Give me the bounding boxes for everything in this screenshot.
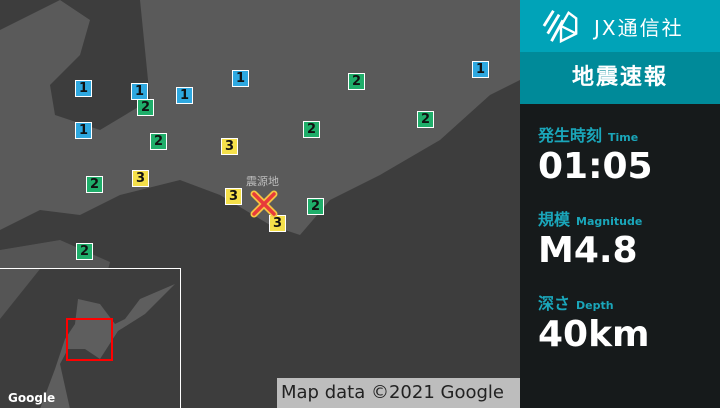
depth-label-en: Depth — [576, 299, 614, 312]
intensity-marker[interactable]: 1 — [131, 83, 148, 100]
brand-header: JX通信社 — [520, 0, 720, 52]
inset-land — [0, 269, 175, 408]
intensity-marker[interactable]: 2 — [417, 111, 434, 128]
map-attribution: Map data ©2021 Google — [277, 378, 520, 408]
time-label: 発生時刻 — [538, 126, 603, 145]
depth-value: 40km — [538, 314, 650, 355]
magnitude-value: M4.8 — [538, 230, 638, 271]
intensity-marker[interactable]: 2 — [303, 121, 320, 138]
intensity-marker[interactable]: 3 — [269, 215, 286, 232]
intensity-marker[interactable]: 2 — [348, 73, 365, 90]
magnitude-label: 規模 — [538, 210, 571, 229]
intensity-marker[interactable]: 3 — [132, 170, 149, 187]
time-section: 発生時刻 Time 01:05 — [520, 122, 720, 188]
google-logo: Google — [8, 391, 56, 405]
intensity-marker[interactable]: 2 — [150, 133, 167, 150]
magnitude-section: 規模 Magnitude M4.8 — [520, 206, 720, 272]
intensity-marker[interactable]: 1 — [472, 61, 489, 78]
panel-title: 地震速報 — [520, 52, 720, 104]
info-panel: JX通信社 地震速報 発生時刻 Time 01:05 規模 Magnitude M4… — [520, 0, 720, 408]
intensity-marker[interactable]: 1 — [232, 70, 249, 87]
jx-logo-icon — [542, 10, 578, 44]
time-label-en: Time — [608, 131, 639, 144]
intensity-marker[interactable]: 3 — [225, 188, 242, 205]
intensity-marker[interactable]: 1 — [176, 87, 193, 104]
epicenter-label: 震源地 — [246, 175, 279, 188]
epicenter-x-icon — [250, 190, 278, 218]
intensity-marker[interactable]: 2 — [307, 198, 324, 215]
brand-name: JX通信社 — [594, 15, 684, 40]
region-highlight-box — [66, 318, 113, 361]
depth-label: 深さ — [538, 294, 571, 313]
intensity-marker[interactable]: 2 — [86, 176, 103, 193]
intensity-marker[interactable]: 3 — [221, 138, 238, 155]
intensity-marker[interactable]: 1 — [75, 122, 92, 139]
intensity-marker[interactable]: 2 — [137, 99, 154, 116]
time-value: 01:05 — [538, 146, 653, 187]
depth-section: 深さ Depth 40km — [520, 290, 720, 356]
intensity-marker[interactable]: 2 — [76, 243, 93, 260]
overview-inset-map[interactable]: Google — [0, 268, 181, 408]
magnitude-label-en: Magnitude — [576, 215, 643, 228]
intensity-marker[interactable]: 1 — [75, 80, 92, 97]
